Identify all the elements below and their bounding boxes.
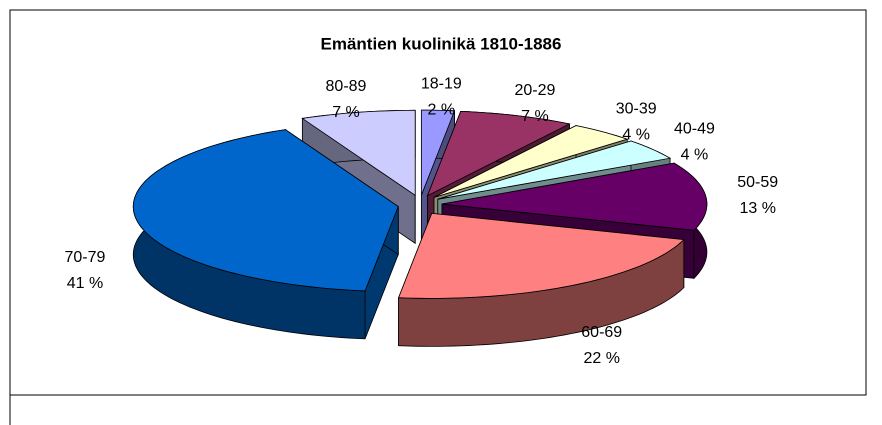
labels: 18-19 2 % 20-29 7 % 30-39 4 % 40-49 4 % 50-59 13 … — [65, 76, 779, 367]
pie — [132, 109, 708, 347]
value-label: 7 % — [521, 108, 549, 125]
category-label: 20-29 — [514, 82, 555, 99]
category-label: 60-69 — [581, 324, 622, 341]
slice-top — [420, 109, 456, 196]
chart-title: Emäntien kuolinikä 1810-1886 — [321, 34, 562, 53]
category-label: 40-49 — [674, 120, 715, 137]
slice-top — [433, 125, 629, 198]
slice-top — [426, 110, 571, 197]
value-label: 22 % — [584, 350, 620, 367]
value-label: 2 % — [428, 102, 456, 119]
category-label: 30-39 — [616, 100, 657, 117]
slice-top — [132, 129, 399, 292]
value-label: 4 % — [681, 146, 709, 163]
category-label: 80-89 — [326, 78, 367, 95]
chart-frame — [9, 9, 867, 425]
value-label: 13 % — [739, 200, 775, 217]
value-label: 7 % — [332, 104, 360, 121]
slice-top — [301, 109, 416, 197]
category-label: 18-19 — [421, 76, 462, 93]
slice-top — [397, 212, 685, 299]
category-label: 50-59 — [737, 174, 778, 191]
value-label: 4 % — [622, 126, 650, 143]
slice-top — [437, 140, 672, 200]
pie-slice — [132, 128, 399, 340]
slice-top — [441, 162, 708, 231]
value-label: 41 % — [67, 275, 103, 292]
pie-slice — [397, 212, 685, 347]
category-label: 70-79 — [65, 249, 106, 266]
